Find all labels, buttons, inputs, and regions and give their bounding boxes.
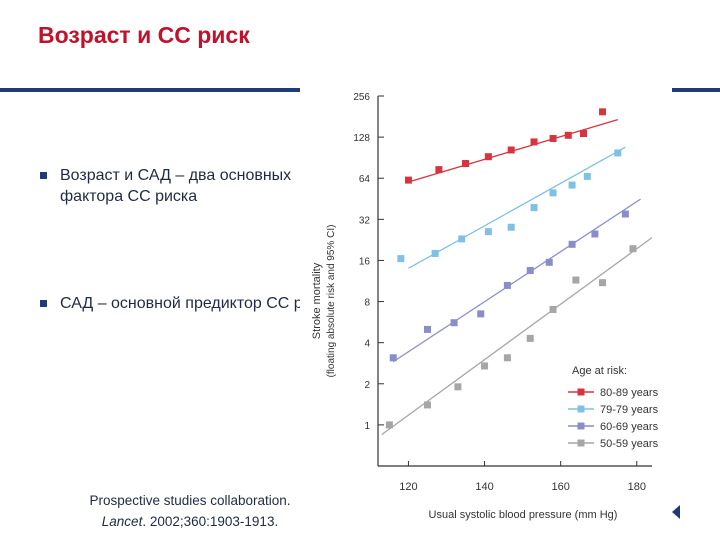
citation-line-1: Prospective studies collaboration. <box>89 493 291 508</box>
data-point <box>423 401 431 409</box>
y-axis-sublabel: (floating absolute risk and 95% CI) <box>326 225 337 378</box>
y-tick-label: 4 <box>364 339 370 350</box>
data-point <box>503 281 511 289</box>
data-point <box>477 310 485 318</box>
legend-swatch-point <box>577 405 585 413</box>
bullet-sbp-predictor: САД – основной предиктор СС риска <box>40 293 336 314</box>
legend-swatch-point <box>577 439 585 447</box>
data-point <box>549 305 557 313</box>
data-point <box>572 276 580 284</box>
data-point <box>458 235 466 243</box>
data-point <box>507 223 515 231</box>
data-point <box>526 334 534 342</box>
y-tick-label: 256 <box>353 92 370 103</box>
data-point <box>530 138 538 146</box>
legend-entry: 50-59 years <box>600 438 659 450</box>
data-point <box>591 230 599 238</box>
header-rule-right <box>672 88 720 92</box>
citation-details: . 2002;360:1903-1913. <box>142 514 279 529</box>
data-point <box>503 354 511 362</box>
data-point <box>568 181 576 189</box>
data-point <box>484 153 492 161</box>
y-tick-label: 16 <box>359 256 371 267</box>
bullet-text: Возраст и САД – два основных фактора СС … <box>60 167 292 205</box>
y-tick-label: 128 <box>353 133 370 144</box>
data-point <box>614 149 622 157</box>
y-tick-label: 1 <box>364 421 370 432</box>
slide-title: Возраст и СС риск <box>38 22 250 48</box>
data-point <box>599 279 607 287</box>
data-point <box>435 166 443 174</box>
data-point <box>580 130 587 138</box>
citation-journal: Lancet <box>101 514 143 529</box>
x-tick-label: 180 <box>628 481 646 493</box>
header-rule-left <box>0 88 310 92</box>
data-point <box>423 325 431 333</box>
y-tick-label: 8 <box>364 298 370 309</box>
data-point <box>621 210 629 218</box>
data-point <box>481 362 489 370</box>
bullet-text: САД – основной предиктор СС риска <box>60 295 336 312</box>
y-tick-label: 64 <box>359 174 371 185</box>
data-point <box>484 228 492 236</box>
data-point <box>526 267 534 275</box>
data-point <box>564 131 572 139</box>
series-fit-line <box>408 146 626 269</box>
legend-swatch-point <box>577 388 585 396</box>
y-axis-label: Stroke mortality <box>311 262 323 339</box>
stroke-mortality-chart: 1 2 4 8 16 32 64 128 256 120 140 160 180 Usual systol… <box>311 92 659 521</box>
data-point <box>549 189 557 197</box>
x-tick-label: 140 <box>475 481 493 493</box>
series-fit-line <box>392 198 641 363</box>
chart-panel: 1 2 4 8 16 32 64 128 256 120 140 160 180 Usual systol… <box>300 86 672 540</box>
bullet-square-icon <box>40 300 47 307</box>
data-point <box>397 255 405 263</box>
bullet-age-and-sbp: Возраст и САД – два основных фактора СС … <box>40 165 330 207</box>
data-point <box>507 146 515 154</box>
corner-arrow-icon <box>672 505 680 519</box>
data-point <box>545 258 553 266</box>
data-point <box>431 249 439 257</box>
data-point <box>549 135 557 143</box>
data-point <box>454 383 462 391</box>
data-point <box>568 240 576 248</box>
legend-entry: 60-69 years <box>600 421 659 433</box>
y-tick-label: 32 <box>359 215 371 226</box>
x-tick-label: 160 <box>551 481 569 493</box>
x-tick-label: 120 <box>399 481 417 493</box>
data-point <box>450 319 458 327</box>
citation: Prospective studies collaboration. Lance… <box>20 490 360 532</box>
data-point <box>462 160 470 168</box>
data-point <box>530 204 538 212</box>
legend-entry: 79-79 years <box>600 404 659 416</box>
data-point <box>404 176 412 184</box>
data-point <box>599 108 607 116</box>
data-point <box>583 172 591 180</box>
x-axis-label: Usual systolic blood pressure (mm Hg) <box>429 509 618 521</box>
data-point <box>385 421 393 429</box>
data-point <box>389 354 397 362</box>
legend-entry: 80-89 years <box>600 387 659 399</box>
citation-line-2: Lancet. 2002;360:1903-1913. <box>20 511 360 532</box>
legend-title: Age at risk: <box>572 365 627 377</box>
legend-swatch-point <box>577 422 585 430</box>
y-tick-label: 2 <box>364 380 370 391</box>
bullet-square-icon <box>40 172 47 179</box>
data-point <box>629 245 637 253</box>
